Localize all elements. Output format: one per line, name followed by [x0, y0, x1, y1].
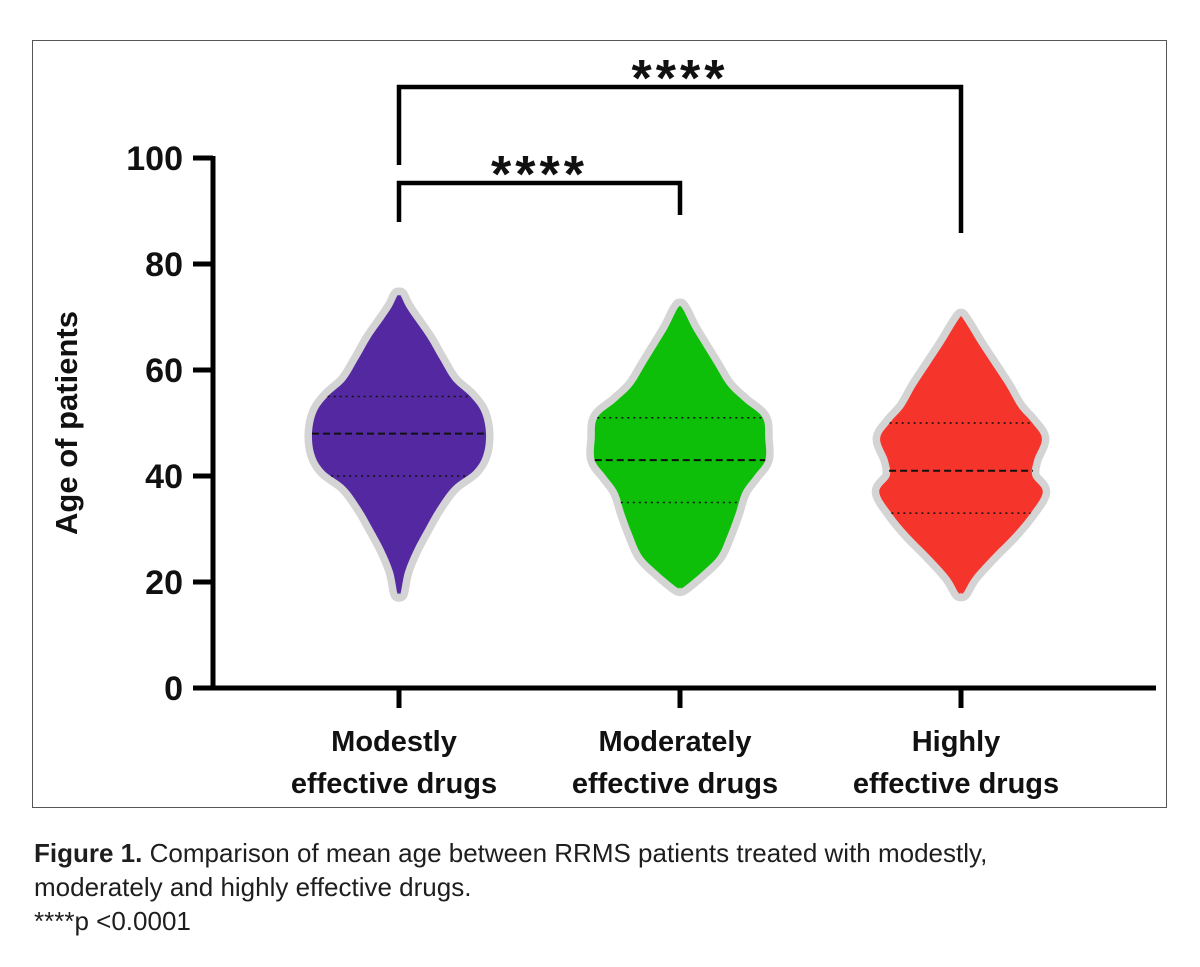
- caption-text-2: moderately and highly effective drugs.: [34, 872, 472, 902]
- y-tick-label-0: 0: [164, 670, 183, 708]
- x-tick-label-2-line2: effective drugs: [572, 768, 778, 800]
- x-tick-label-3-line2: effective drugs: [853, 768, 1059, 800]
- violin-body-1: [311, 295, 487, 595]
- significance-label-1: ****: [491, 146, 588, 204]
- y-tick-label-80: 80: [145, 246, 183, 284]
- significance-brackets: **** ****: [396, 50, 964, 233]
- violin-body-3: [879, 316, 1043, 594]
- caption-text-1: Comparison of mean age between RRMS pati…: [149, 838, 988, 868]
- significance-bracket-1: [396, 180, 683, 222]
- violin-1: [304, 287, 494, 602]
- y-axis-label: Age of patients: [49, 311, 84, 535]
- significance-label-2: ****: [632, 50, 729, 108]
- violins-group: [304, 287, 1051, 602]
- x-tick-label-3-line1: Highly: [912, 726, 1001, 758]
- significance-bracket-2: [396, 84, 964, 233]
- violin-body-2: [593, 306, 767, 589]
- violin-3: [871, 308, 1051, 602]
- y-tick-label-40: 40: [145, 458, 183, 496]
- violin-chart: Age of patients 0 20 40 60 80 100 Modestly effe…: [49, 50, 1156, 800]
- caption-line-1: Figure 1. Comparison of mean age between…: [34, 836, 1174, 870]
- y-tick-label-100: 100: [126, 140, 183, 178]
- x-tick-label-1-line1: Modestly: [331, 726, 457, 758]
- caption-text-3: ****p <0.0001: [34, 906, 191, 936]
- y-tick-label-20: 20: [145, 564, 183, 602]
- caption-figure-label: Figure 1.: [34, 838, 143, 868]
- y-tick-label-60: 60: [145, 352, 183, 390]
- figure-caption: Figure 1. Comparison of mean age between…: [34, 836, 1174, 938]
- x-tick-label-1-line2: effective drugs: [291, 768, 497, 800]
- x-tick-label-2-line1: Moderately: [598, 726, 751, 758]
- axes-group: 0 20 40 60 80 100 Modestly effective drugs Moder…: [126, 140, 1156, 800]
- violin-2: [586, 298, 774, 596]
